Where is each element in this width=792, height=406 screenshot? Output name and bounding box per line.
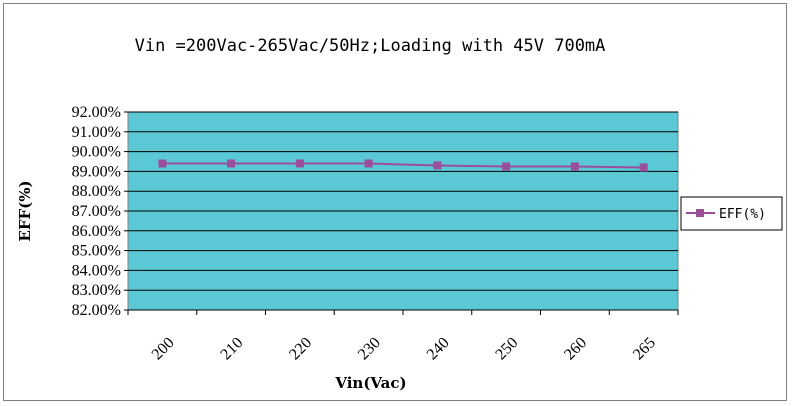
legend-label: EFF(%) <box>719 207 766 222</box>
data-point <box>227 159 236 168</box>
y-tick-label: 83.00% <box>72 282 121 299</box>
data-point <box>433 161 442 170</box>
data-series <box>158 159 648 172</box>
x-tick-label: 230 <box>355 334 384 363</box>
y-tick-label: 89.00% <box>72 163 121 180</box>
y-tick-label: 86.00% <box>72 223 121 240</box>
efficiency-chart: Vin =200Vac-265Vac/50Hz;Loading with 45V… <box>16 36 783 392</box>
x-axis-label: Vin(Vac) <box>334 374 406 392</box>
data-point <box>364 159 373 168</box>
chart-frame: Vin =200Vac-265Vac/50Hz;Loading with 45V… <box>3 3 787 401</box>
data-point <box>570 162 579 171</box>
x-tick-label: 200 <box>149 334 178 363</box>
x-axis: 200 210 220 230 240 250 260 265 <box>127 309 679 363</box>
y-axis-tick-labels: 92.00% 91.00% 90.00% 89.00% 88.00% 87.00% 86.0… <box>72 104 128 319</box>
data-point <box>502 162 511 171</box>
x-tick-label: 220 <box>286 334 315 363</box>
y-tick-label: 82.00% <box>72 302 121 319</box>
y-tick-label: 90.00% <box>72 144 121 161</box>
y-tick-label: 92.00% <box>72 104 121 121</box>
y-axis-label: EFF(%) <box>16 180 34 241</box>
y-tick-label: 88.00% <box>72 183 121 200</box>
data-point <box>295 159 304 168</box>
x-tick-label: 250 <box>492 334 521 363</box>
x-tick-label: 260 <box>561 334 590 363</box>
legend: EFF(%) <box>680 196 783 231</box>
y-tick-label: 84.00% <box>72 262 121 279</box>
legend-marker <box>696 209 704 217</box>
gridlines <box>128 111 678 311</box>
y-tick-label: 87.00% <box>72 203 121 220</box>
data-point <box>158 159 167 168</box>
series-line <box>162 162 644 169</box>
x-tick-label: 240 <box>424 334 453 363</box>
y-tick-label: 85.00% <box>72 243 121 260</box>
y-tick-label: 91.00% <box>72 124 121 141</box>
chart-title: Vin =200Vac-265Vac/50Hz;Loading with 45V… <box>135 36 606 56</box>
data-point <box>639 163 648 172</box>
x-tick-label: 265 <box>630 334 659 363</box>
x-tick-label: 210 <box>217 334 246 363</box>
